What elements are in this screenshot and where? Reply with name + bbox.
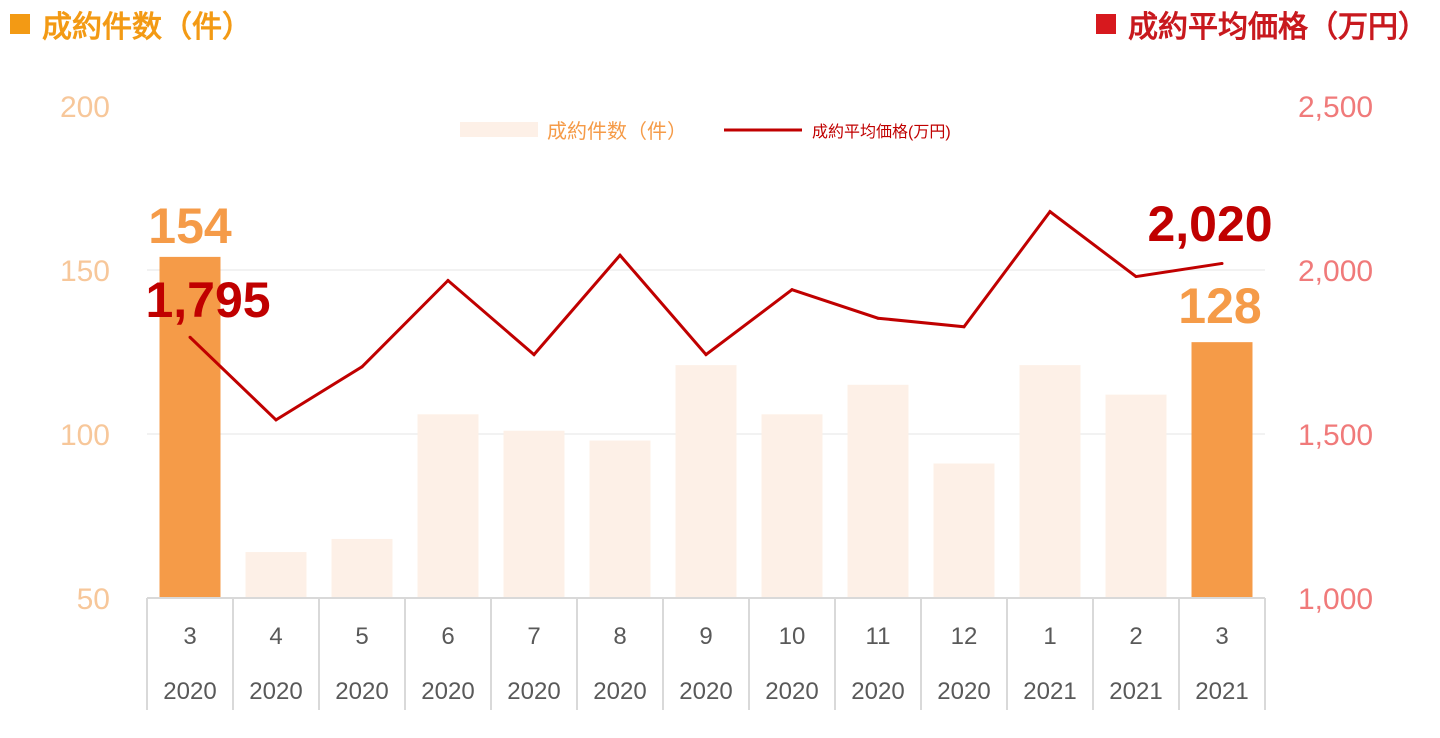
x-tick-year: 2020 [765,678,818,705]
data-label: 2,020 [1147,196,1272,252]
bar [933,463,995,598]
line-point [1134,275,1138,279]
x-tick-month: 1 [1043,623,1056,650]
right-axis-tick-label: 2,500 [1298,91,1373,124]
left-axis-title-text: 成約件数（件） [42,10,252,45]
x-tick-year: 2020 [851,678,904,705]
x-tick-month: 11 [866,623,891,650]
x-tick-month: 9 [699,623,712,650]
x-tick-year: 2020 [593,678,646,705]
line-point [790,288,794,292]
line-point [274,418,278,422]
bar [675,365,737,598]
right-axis-title: 成約平均価格（万円） [1096,2,1428,46]
line-point [446,278,450,282]
bar [1191,342,1253,598]
x-tick-month: 4 [269,623,282,650]
left-axis-tick-label: 100 [60,419,110,452]
bar [331,538,393,598]
left-axis-tick-label: 50 [77,583,110,616]
right-axis-tick-label: 1,500 [1298,419,1373,452]
orange-square-icon [10,14,30,34]
bar [589,440,651,598]
bar [417,414,479,598]
right-axis-title-text: 成約平均価格（万円） [1128,10,1428,45]
x-tick-year: 2021 [1195,678,1248,705]
x-tick-month: 3 [183,623,196,650]
right-axis-tick-label: 2,000 [1298,255,1373,288]
line-point [532,353,536,357]
line-point [876,316,880,320]
data-label: 128 [1178,278,1261,334]
legend-line-label: 成約平均価格(万円) [812,123,951,141]
left-axis-title: 成約件数（件） [10,2,252,46]
line-point [188,335,192,339]
x-tick-year: 2020 [249,678,302,705]
line-point [618,253,622,257]
line-point [704,353,708,357]
x-tick-year: 2020 [421,678,474,705]
x-tick-month: 2 [1129,623,1142,650]
x-tick-month: 5 [355,623,368,650]
x-tick-month: 8 [613,623,626,650]
data-label: 154 [148,198,232,254]
x-tick-year: 2020 [335,678,388,705]
line-point [1048,210,1052,214]
bar [159,256,221,598]
left-axis-tick-label: 200 [60,91,110,124]
red-square-icon [1096,14,1116,34]
x-tick-year: 2020 [507,678,560,705]
line-point [360,365,364,369]
left-axis-tick-label: 150 [60,255,110,288]
bar [847,384,909,598]
bar [1105,394,1167,598]
x-tick-year: 2020 [163,678,216,705]
x-tick-month: 6 [441,623,454,650]
x-tick-year: 2021 [1023,678,1076,705]
x-tick-month: 7 [527,623,540,650]
data-label: 1,795 [145,272,270,328]
line-point [962,325,966,329]
line-point [1220,261,1224,265]
bar [503,430,565,598]
bar [761,414,823,598]
x-tick-month: 10 [779,623,806,650]
legend-bar-swatch [460,122,538,137]
bar [245,552,307,598]
right-axis-tick-label: 1,000 [1298,583,1373,616]
legend-bar-label: 成約件数（件） [547,120,687,143]
bar [1019,365,1081,598]
x-tick-month: 3 [1215,623,1228,650]
x-tick-year: 2021 [1109,678,1162,705]
x-tick-year: 2020 [937,678,990,705]
x-tick-month: 12 [951,623,978,650]
x-tick-year: 2020 [679,678,732,705]
